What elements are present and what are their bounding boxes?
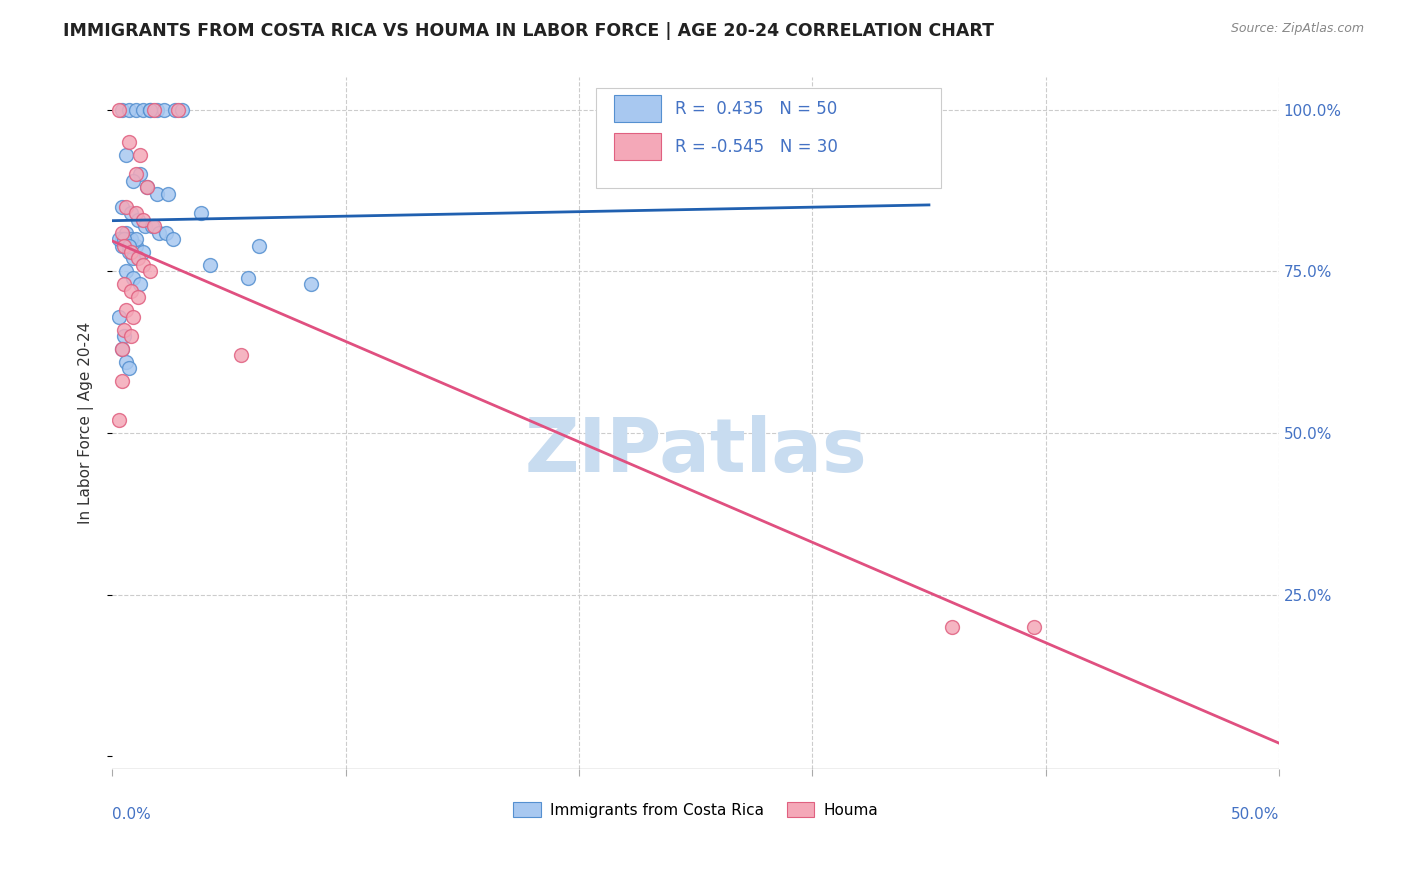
- Point: [229, 349, 252, 363]
- Point: [236, 271, 259, 285]
- Point: [111, 103, 134, 117]
- Point: [111, 200, 134, 214]
- Point: [118, 103, 141, 117]
- Point: [131, 212, 153, 227]
- Point: [155, 226, 177, 240]
- Point: [118, 245, 141, 260]
- Point: [108, 103, 131, 117]
- Text: IMMIGRANTS FROM COSTA RICA VS HOUMA IN LABOR FORCE | AGE 20-24 CORRELATION CHART: IMMIGRANTS FROM COSTA RICA VS HOUMA IN L…: [63, 22, 994, 40]
- Point: [120, 245, 142, 260]
- Point: [111, 342, 134, 356]
- Point: [127, 252, 149, 266]
- Point: [112, 232, 135, 246]
- Point: [136, 180, 159, 194]
- Point: [190, 206, 212, 220]
- Point: [134, 219, 156, 234]
- Point: [124, 168, 146, 182]
- Text: R = -0.545   N = 30: R = -0.545 N = 30: [675, 137, 838, 155]
- Point: [145, 186, 167, 201]
- Point: [112, 277, 135, 292]
- Point: [299, 277, 322, 292]
- Point: [122, 252, 145, 266]
- Point: [129, 148, 152, 162]
- Point: [1022, 620, 1045, 634]
- Point: [115, 226, 138, 240]
- Y-axis label: In Labor Force | Age 20-24: In Labor Force | Age 20-24: [79, 322, 94, 524]
- Point: [152, 103, 174, 117]
- Point: [166, 103, 188, 117]
- Point: [247, 238, 270, 252]
- Point: [115, 200, 138, 214]
- Point: [138, 103, 160, 117]
- Text: 50.0%: 50.0%: [1230, 807, 1279, 822]
- Point: [120, 232, 142, 246]
- Point: [136, 180, 159, 194]
- Point: [112, 329, 135, 343]
- Point: [115, 303, 138, 318]
- Point: [115, 232, 138, 246]
- Point: [115, 355, 138, 369]
- Point: [143, 103, 166, 117]
- Point: [131, 103, 153, 117]
- Point: [118, 238, 141, 252]
- FancyBboxPatch shape: [596, 87, 941, 188]
- Point: [120, 206, 142, 220]
- Point: [120, 329, 142, 343]
- Text: ZIPatlas: ZIPatlas: [524, 415, 868, 488]
- Point: [129, 168, 152, 182]
- Point: [162, 232, 184, 246]
- Point: [138, 103, 160, 117]
- Point: [118, 135, 141, 149]
- Point: [108, 413, 131, 427]
- Text: 0.0%: 0.0%: [112, 807, 150, 822]
- Point: [143, 219, 166, 234]
- Point: [111, 342, 134, 356]
- Legend: Immigrants from Costa Rica, Houma: Immigrants from Costa Rica, Houma: [508, 796, 884, 824]
- Point: [124, 238, 146, 252]
- FancyBboxPatch shape: [614, 133, 661, 161]
- Point: [111, 238, 134, 252]
- Point: [122, 174, 145, 188]
- Point: [108, 310, 131, 324]
- Point: [118, 361, 141, 376]
- Point: [111, 232, 134, 246]
- Point: [108, 232, 131, 246]
- Text: R =  0.435   N = 50: R = 0.435 N = 50: [675, 100, 837, 118]
- Point: [157, 186, 180, 201]
- Point: [131, 245, 153, 260]
- Point: [148, 226, 170, 240]
- Point: [127, 212, 149, 227]
- Point: [165, 103, 187, 117]
- Point: [129, 277, 152, 292]
- Point: [127, 290, 149, 304]
- Point: [145, 103, 167, 117]
- Point: [172, 103, 194, 117]
- Point: [112, 238, 135, 252]
- Point: [122, 310, 145, 324]
- Point: [200, 258, 222, 272]
- Point: [111, 226, 134, 240]
- Point: [124, 206, 146, 220]
- Point: [141, 219, 163, 234]
- Point: [111, 375, 134, 389]
- Text: Source: ZipAtlas.com: Source: ZipAtlas.com: [1230, 22, 1364, 36]
- Point: [112, 323, 135, 337]
- Point: [138, 264, 160, 278]
- Point: [115, 264, 138, 278]
- Point: [115, 148, 138, 162]
- Point: [131, 258, 153, 272]
- Point: [122, 271, 145, 285]
- Point: [124, 232, 146, 246]
- FancyBboxPatch shape: [614, 95, 661, 122]
- Point: [941, 620, 963, 634]
- Point: [120, 284, 142, 298]
- Point: [124, 103, 146, 117]
